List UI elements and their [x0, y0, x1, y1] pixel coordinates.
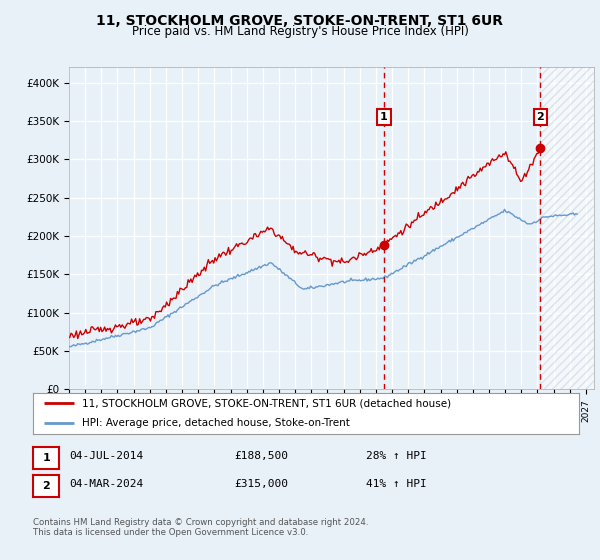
Text: £188,500: £188,500: [234, 451, 288, 461]
Text: 1: 1: [380, 112, 388, 122]
Text: 11, STOCKHOLM GROVE, STOKE-ON-TRENT, ST1 6UR (detached house): 11, STOCKHOLM GROVE, STOKE-ON-TRENT, ST1…: [82, 398, 451, 408]
Text: 2: 2: [43, 481, 50, 491]
Text: 11, STOCKHOLM GROVE, STOKE-ON-TRENT, ST1 6UR: 11, STOCKHOLM GROVE, STOKE-ON-TRENT, ST1…: [97, 14, 503, 28]
Text: 1: 1: [43, 453, 50, 463]
Text: 2: 2: [536, 112, 544, 122]
Text: 41% ↑ HPI: 41% ↑ HPI: [366, 479, 427, 489]
Text: £315,000: £315,000: [234, 479, 288, 489]
Text: 04-JUL-2014: 04-JUL-2014: [69, 451, 143, 461]
Text: Price paid vs. HM Land Registry's House Price Index (HPI): Price paid vs. HM Land Registry's House …: [131, 25, 469, 38]
Bar: [540, 67, 594, 389]
Text: Contains HM Land Registry data © Crown copyright and database right 2024.
This d: Contains HM Land Registry data © Crown c…: [33, 518, 368, 538]
Text: HPI: Average price, detached house, Stoke-on-Trent: HPI: Average price, detached house, Stok…: [82, 418, 350, 427]
Text: 28% ↑ HPI: 28% ↑ HPI: [366, 451, 427, 461]
Text: 04-MAR-2024: 04-MAR-2024: [69, 479, 143, 489]
